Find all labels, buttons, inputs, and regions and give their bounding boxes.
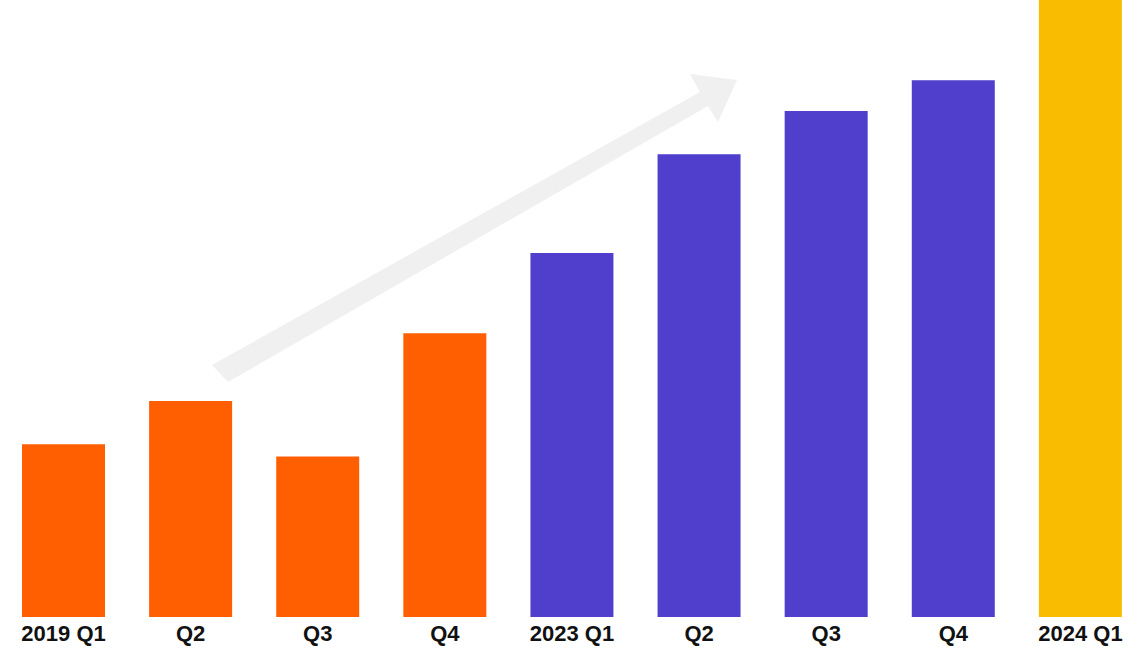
svg-text:2019 Q1: 2019 Q1 (21, 621, 105, 646)
svg-text:Q2: Q2 (176, 621, 205, 646)
svg-text:Q4: Q4 (430, 621, 460, 646)
svg-text:Q4: Q4 (939, 621, 969, 646)
svg-text:Q3: Q3 (303, 621, 332, 646)
svg-text:2024 Q1: 2024 Q1 (1038, 621, 1122, 646)
svg-text:2023 Q1: 2023 Q1 (530, 621, 614, 646)
svg-text:Q2: Q2 (684, 621, 713, 646)
svg-text:Q3: Q3 (812, 621, 841, 646)
